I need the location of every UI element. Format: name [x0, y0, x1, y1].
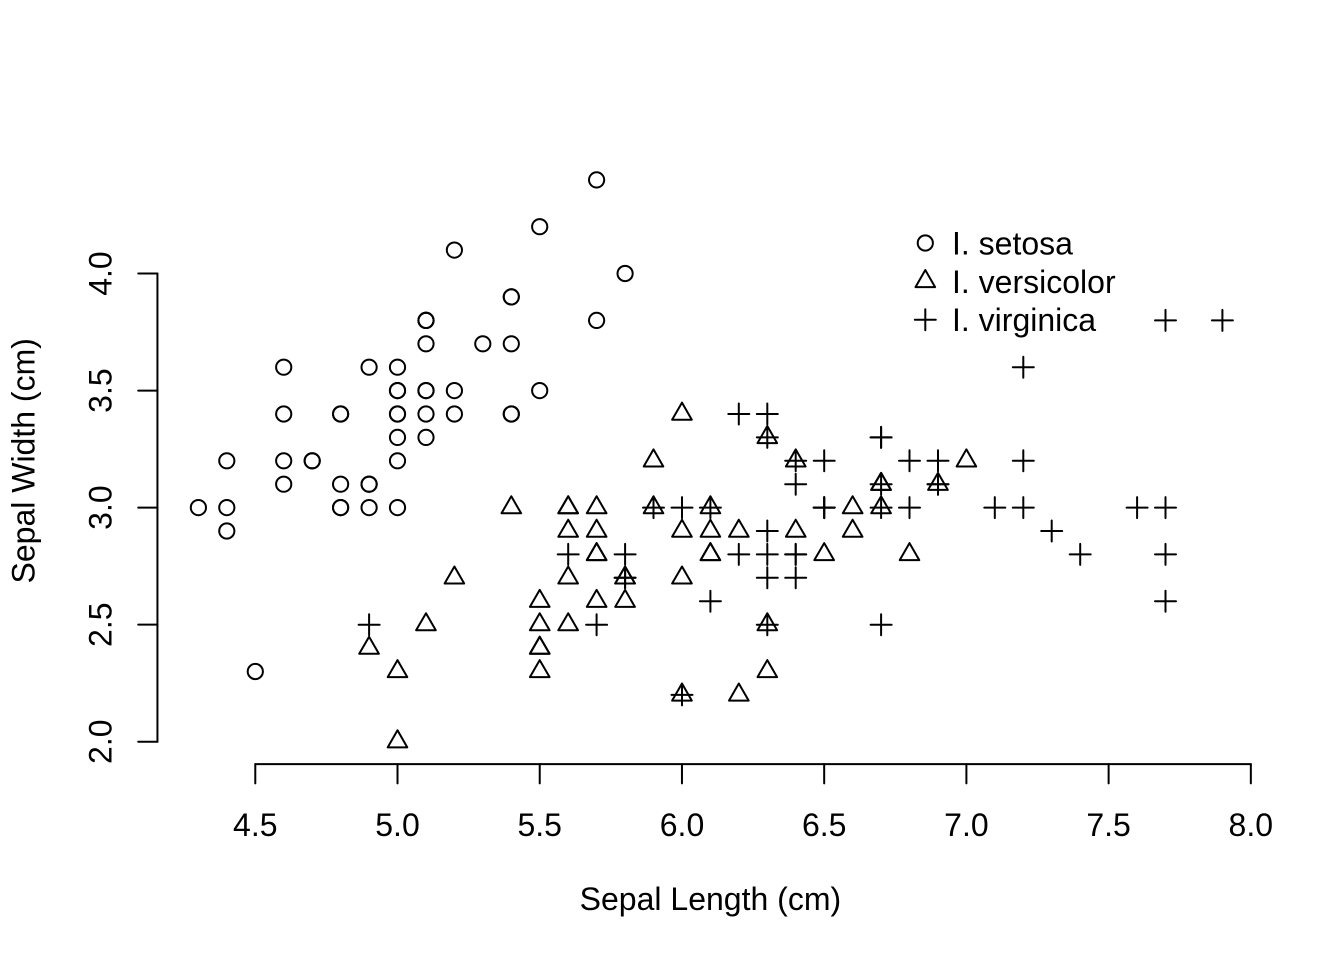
svg-text:I. virginica: I. virginica [952, 302, 1096, 338]
svg-text:7.5: 7.5 [1086, 807, 1130, 843]
svg-text:5.5: 5.5 [517, 807, 561, 843]
svg-text:6.0: 6.0 [660, 807, 704, 843]
svg-text:5.0: 5.0 [375, 807, 419, 843]
svg-text:2.5: 2.5 [83, 602, 119, 646]
svg-text:4.0: 4.0 [83, 251, 119, 295]
svg-text:2.0: 2.0 [83, 719, 119, 763]
svg-text:8.0: 8.0 [1229, 807, 1273, 843]
svg-text:6.5: 6.5 [802, 807, 846, 843]
svg-text:7.0: 7.0 [944, 807, 988, 843]
svg-text:3.5: 3.5 [83, 368, 119, 412]
svg-text:4.5: 4.5 [233, 807, 277, 843]
svg-text:3.0: 3.0 [83, 485, 119, 529]
svg-text:I. setosa: I. setosa [952, 225, 1073, 261]
svg-text:Sepal Width (cm): Sepal Width (cm) [6, 338, 42, 583]
svg-text:Sepal Length (cm): Sepal Length (cm) [580, 881, 841, 917]
svg-text:I. versicolor: I. versicolor [952, 264, 1116, 300]
